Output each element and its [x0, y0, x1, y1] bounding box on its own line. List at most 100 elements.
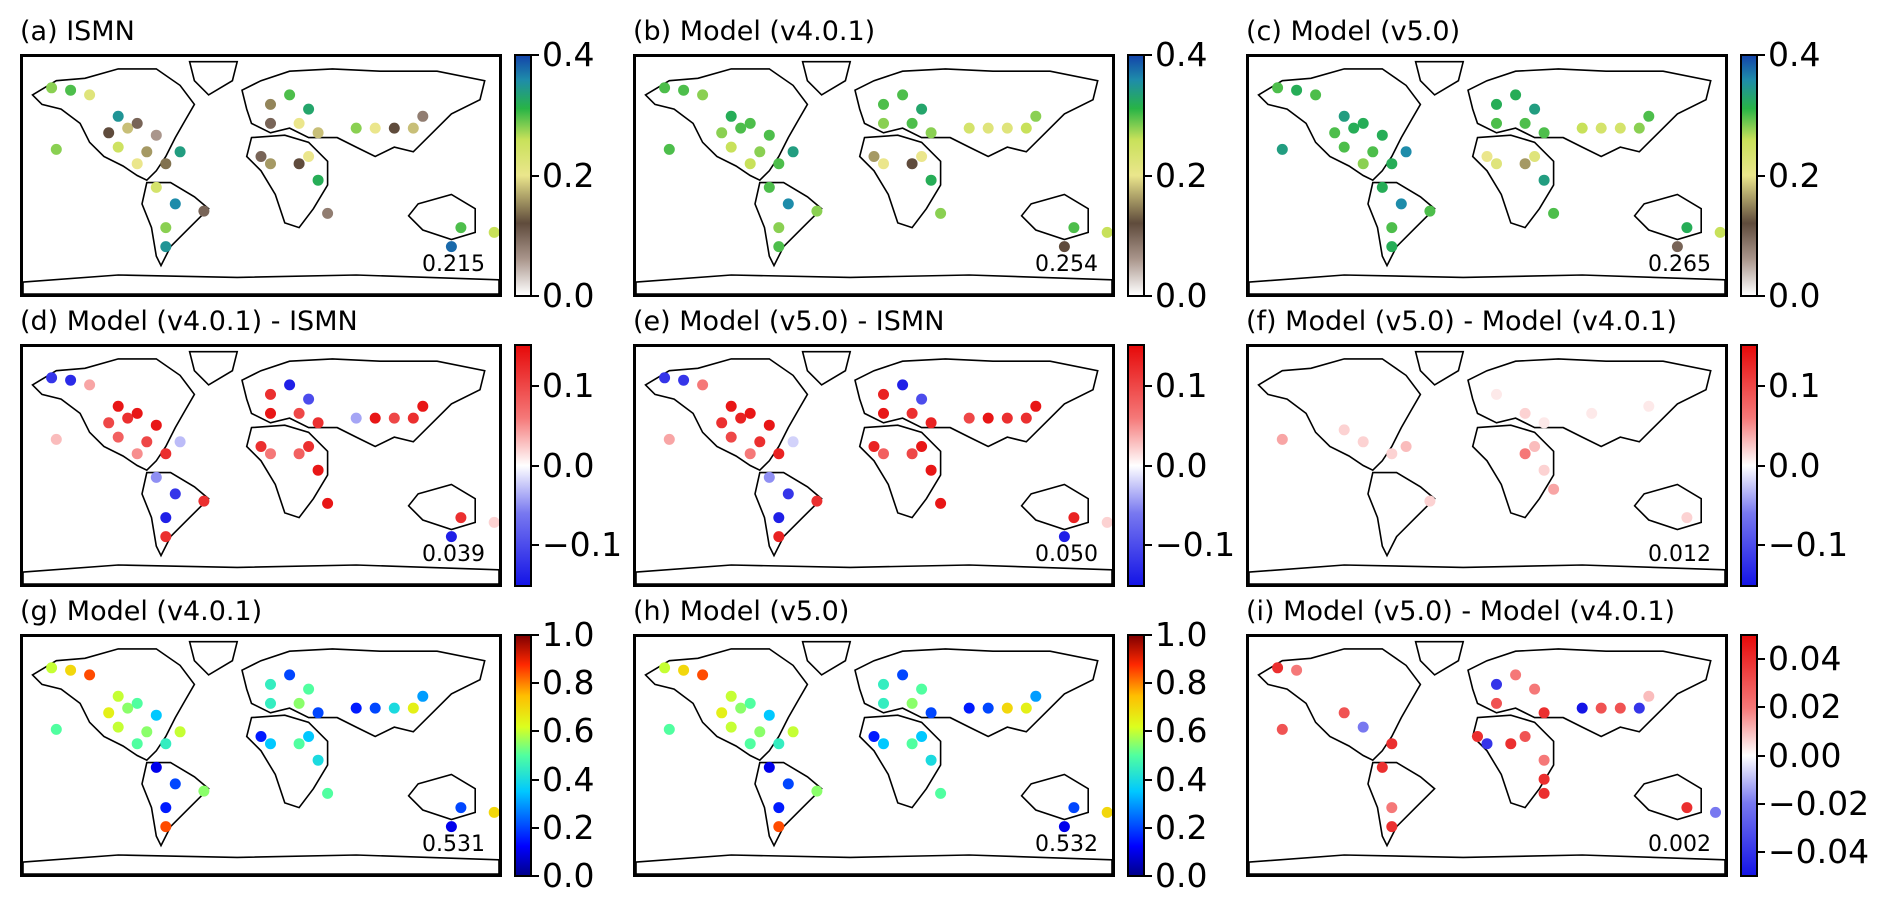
station-point [697, 89, 709, 101]
station-point [1386, 738, 1398, 750]
coastline [1414, 640, 1465, 676]
station-point [1400, 441, 1412, 452]
station-point [1058, 531, 1070, 543]
colorbar-tick [1758, 754, 1765, 757]
station-point [763, 471, 775, 483]
station-point [1276, 143, 1288, 155]
station-point [878, 697, 889, 709]
station-point [150, 181, 162, 193]
station-point [445, 821, 457, 833]
station-point [754, 436, 766, 448]
station-point [174, 436, 186, 448]
station-point [773, 158, 785, 170]
station-point [1001, 412, 1013, 424]
station-point [1519, 448, 1531, 460]
colorbar-tick-label: 0.4 [542, 35, 595, 74]
coastline [636, 854, 1112, 874]
station-point [878, 678, 889, 690]
station-point [678, 84, 690, 96]
station-point [1595, 702, 1607, 714]
station-point [663, 143, 675, 155]
station-point [169, 198, 181, 210]
world-map [23, 640, 499, 874]
colorbar-tick [1145, 730, 1152, 733]
map-area: 0.039 [20, 344, 502, 587]
station-point [46, 662, 58, 674]
station-point [303, 441, 315, 452]
station-point [65, 374, 77, 386]
colorbar-tick [1145, 826, 1152, 829]
station-point [982, 702, 994, 714]
station-point [897, 89, 909, 101]
station-point [663, 433, 675, 445]
colorbar [514, 634, 532, 877]
station-point [1614, 122, 1626, 134]
colorbar-tick-label: 0.0 [1768, 276, 1821, 315]
station-point [293, 407, 305, 419]
station-point [141, 146, 153, 158]
station-point [46, 82, 58, 94]
coastline [141, 471, 210, 558]
station-point [763, 761, 775, 773]
station-point [141, 726, 153, 738]
station-point [1538, 464, 1550, 476]
coastline [858, 714, 942, 809]
colorbar-tick-label: 0.0 [1155, 856, 1208, 895]
station-point [131, 407, 143, 419]
station-point [878, 117, 889, 129]
station-point [1538, 754, 1550, 766]
station-point [407, 702, 419, 714]
station-point [1357, 117, 1369, 129]
station-point [369, 122, 381, 134]
coastline [407, 773, 477, 821]
station-point [1529, 151, 1541, 162]
station-point [787, 436, 799, 448]
station-point [293, 158, 305, 170]
station-point [1472, 731, 1483, 742]
colorbar-tick [1145, 778, 1152, 781]
coastline [188, 60, 239, 96]
colorbar-tick-label: −0.1 [1155, 525, 1236, 565]
colorbar-tick-label: 0.0 [1155, 445, 1208, 485]
station-point [1633, 702, 1645, 714]
station-point [925, 754, 937, 766]
station-point [868, 441, 880, 452]
station-point [787, 726, 799, 738]
colorbar-tick-label: 0.2 [1768, 155, 1821, 195]
coastline [754, 471, 823, 558]
coastline [1367, 471, 1436, 558]
station-point [868, 151, 880, 162]
station-point [322, 207, 334, 219]
mean-value-label: 0.215 [422, 252, 485, 277]
world-map [1249, 350, 1725, 584]
station-point [1491, 388, 1502, 400]
station-point [1519, 117, 1531, 129]
map-panel-d: (d) Model (v4.0.1) - ISMN 0.039 0.1 0.0 −0.1 [20, 308, 623, 598]
station-point [1681, 512, 1693, 524]
colorbar-tick [1758, 174, 1765, 177]
station-point [1481, 151, 1493, 162]
station-point [763, 709, 775, 721]
station-point [1357, 721, 1369, 733]
station-point [112, 110, 124, 122]
station-point [255, 151, 267, 162]
station-point [906, 407, 918, 419]
colorbar-tick [532, 544, 539, 547]
colorbar-tick-label: 0.0 [542, 856, 595, 895]
station-point [773, 512, 785, 524]
station-point [1020, 702, 1032, 714]
coastline [1367, 761, 1436, 848]
station-point [50, 433, 62, 445]
colorbar-tick-label: −0.1 [542, 525, 623, 565]
station-point [84, 669, 96, 681]
station-point [160, 241, 172, 253]
station-point [773, 738, 785, 750]
station-point [284, 379, 296, 391]
coastline [141, 181, 210, 268]
coastline [241, 358, 486, 448]
coastline [1467, 68, 1712, 158]
colorbar-tick [1145, 54, 1152, 56]
station-point [122, 702, 134, 714]
station-point [925, 127, 937, 139]
coastline [1020, 773, 1090, 821]
